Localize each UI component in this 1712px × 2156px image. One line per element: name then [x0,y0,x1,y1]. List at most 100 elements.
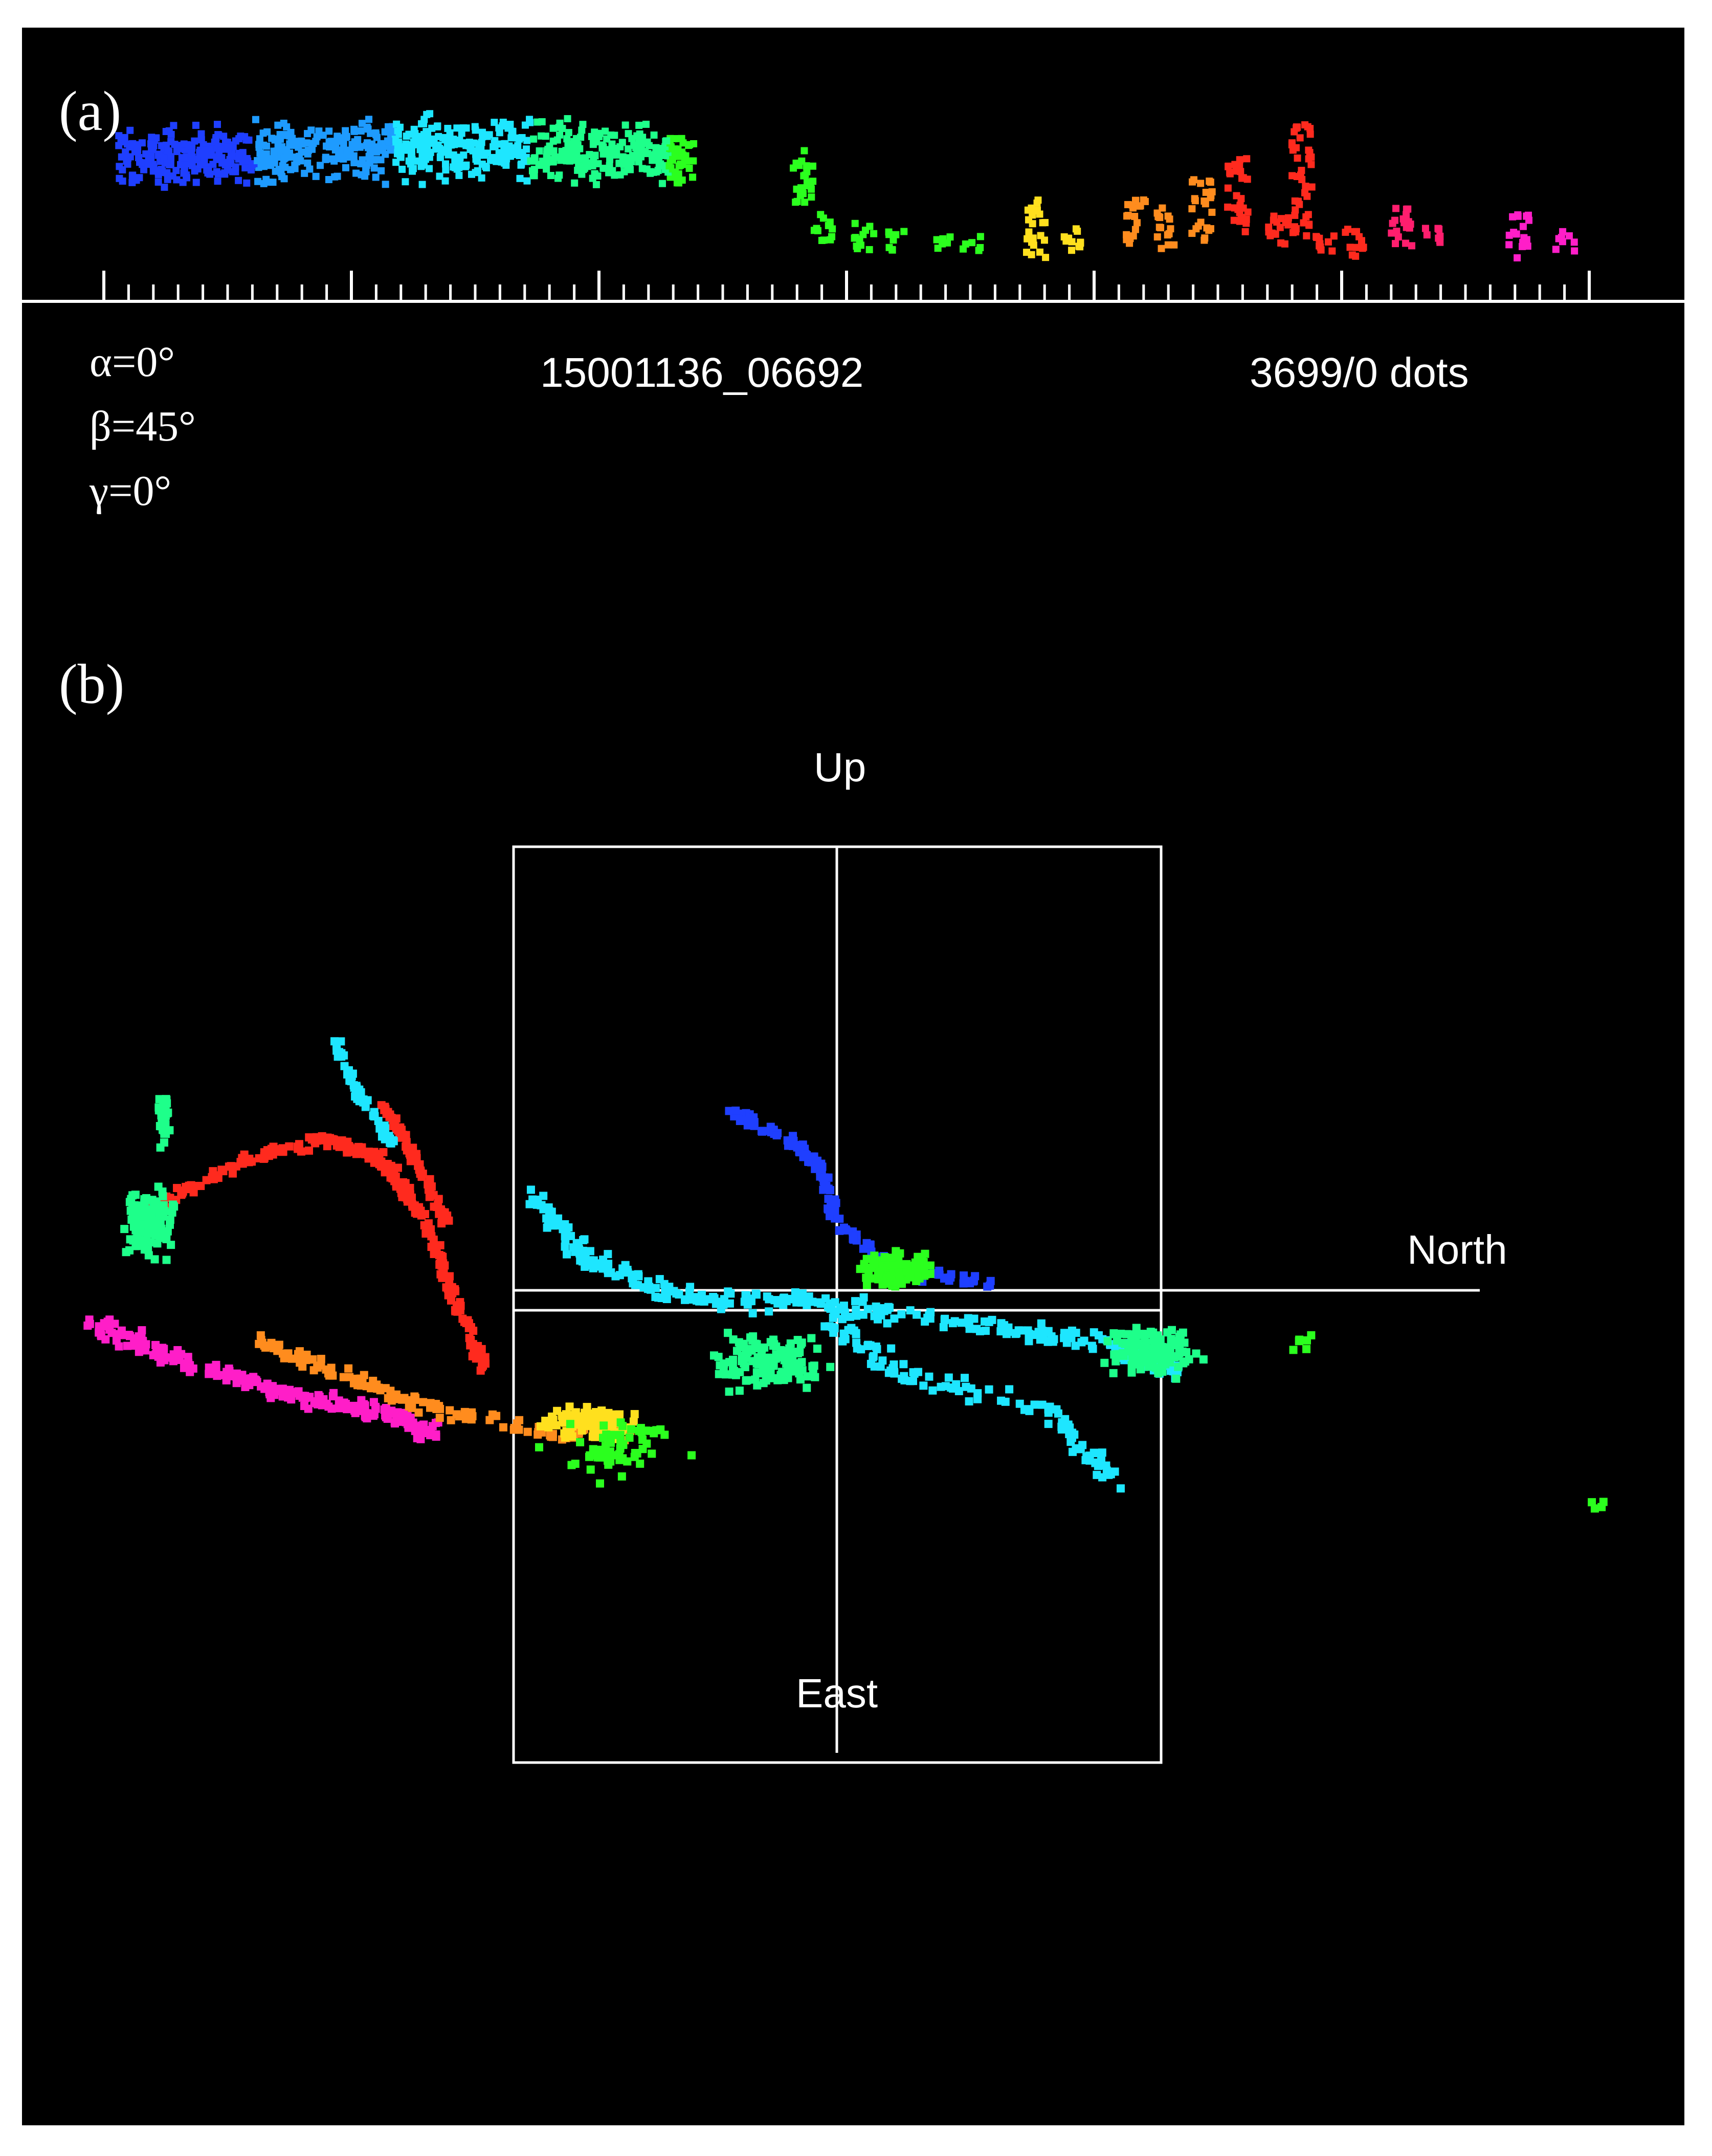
projection-dot [997,1396,1006,1405]
projection-dot [748,1336,757,1345]
projection-dot [1175,1337,1184,1346]
time-height-dot [1514,212,1522,220]
time-height-dot [561,148,569,156]
time-height-dot [870,230,878,237]
time-height-dot [968,239,976,247]
projection-dot [159,1201,168,1209]
projection-dot [1034,1328,1043,1337]
projection-dot [725,1358,734,1367]
time-height-dot [331,146,339,154]
time-height-dot [392,159,400,166]
projection-dot [280,1386,288,1395]
time-height-dot [1292,228,1300,236]
projection-dot [925,1372,933,1381]
time-height-dot [1155,224,1163,231]
projection-dot [926,1308,935,1316]
time-height-dot [675,170,682,178]
time-height-dot [468,170,475,178]
projection-dot [344,1364,353,1373]
projection-dot [426,1175,434,1183]
time-height-dot [212,134,220,142]
time-height-dot [602,127,609,135]
alpha-angle: α=0° [90,338,175,386]
projection-dot [758,1127,766,1136]
time-height-dot [1520,234,1528,241]
projection-dot [764,1360,772,1369]
time-height-dot [304,130,312,138]
time-height-dot [278,173,286,181]
projection-dot [884,1369,893,1377]
time-height-dot [269,155,276,163]
time-height-dot [1392,205,1400,212]
time-height-dot [272,167,279,175]
projection-dot [452,1410,461,1419]
projection-dot [919,1381,928,1390]
projection-dot [348,1069,357,1078]
projection-dot [1066,1438,1075,1446]
projection-dot [406,1157,415,1165]
time-height-dot [410,125,418,133]
time-height-dot [865,246,873,253]
time-height-dot [192,179,200,186]
projection-dot [446,1406,454,1415]
time-height-dot [544,148,551,156]
projection-dot [426,1431,435,1440]
projection-dot [161,1353,170,1361]
projection-dot [1163,1328,1172,1337]
projection-dot [1049,1337,1057,1346]
projection-dot [566,1420,574,1428]
time-height-dot [436,153,444,161]
time-height-dot [441,146,449,153]
projection-dot [324,1369,332,1378]
time-height-dot [428,124,436,132]
projection-dot [162,1256,171,1264]
projection-dot [153,1351,162,1359]
time-height-dot [546,142,553,150]
projection-dot [149,1199,158,1207]
time-height-dot [962,240,969,248]
projection-dot [740,1339,748,1348]
projection-dot [842,1226,851,1235]
time-height-dot [485,131,493,139]
projection-dot [731,1106,740,1115]
projection-dot [260,1341,269,1350]
time-height-dot [363,123,371,131]
projection-dot [607,1410,616,1419]
projection-dot [548,1433,557,1441]
time-height-dot [866,223,874,230]
time-height-dot [547,172,554,180]
projection-dot [159,1192,167,1201]
projection-dot [608,1451,616,1460]
projection-dot [155,1229,164,1238]
time-height-dot [287,166,295,173]
projection-dot [797,1358,806,1367]
time-height-dot [391,136,399,143]
time-height-dot [508,127,516,135]
time-height-dot [183,174,191,182]
time-height-dot [677,160,684,168]
time-height-dot [115,132,123,140]
projection-dot [961,1374,969,1382]
projection-dot [341,1400,350,1409]
projection-dot [631,1281,639,1289]
time-height-dot [218,159,226,167]
time-height-dot [598,144,606,152]
projection-dot [360,1400,368,1409]
time-height-dot [1239,204,1247,212]
time-height-dot [851,219,859,227]
projection-dot [432,1404,441,1413]
projection-dot [351,1409,360,1417]
time-height-dot [663,137,671,145]
time-height-dot [1525,216,1533,224]
projection-dot [271,1145,280,1154]
projection-dot [544,1423,553,1432]
time-height-dot [1435,225,1443,233]
projection-dot [773,1376,782,1384]
time-height-dot [555,124,563,131]
time-height-dot [1421,225,1429,232]
time-height-dot [1156,214,1164,222]
time-height-dot [442,166,450,174]
time-height-dot [632,144,639,151]
projection-dot [715,1370,723,1378]
projection-dot [619,1440,628,1449]
